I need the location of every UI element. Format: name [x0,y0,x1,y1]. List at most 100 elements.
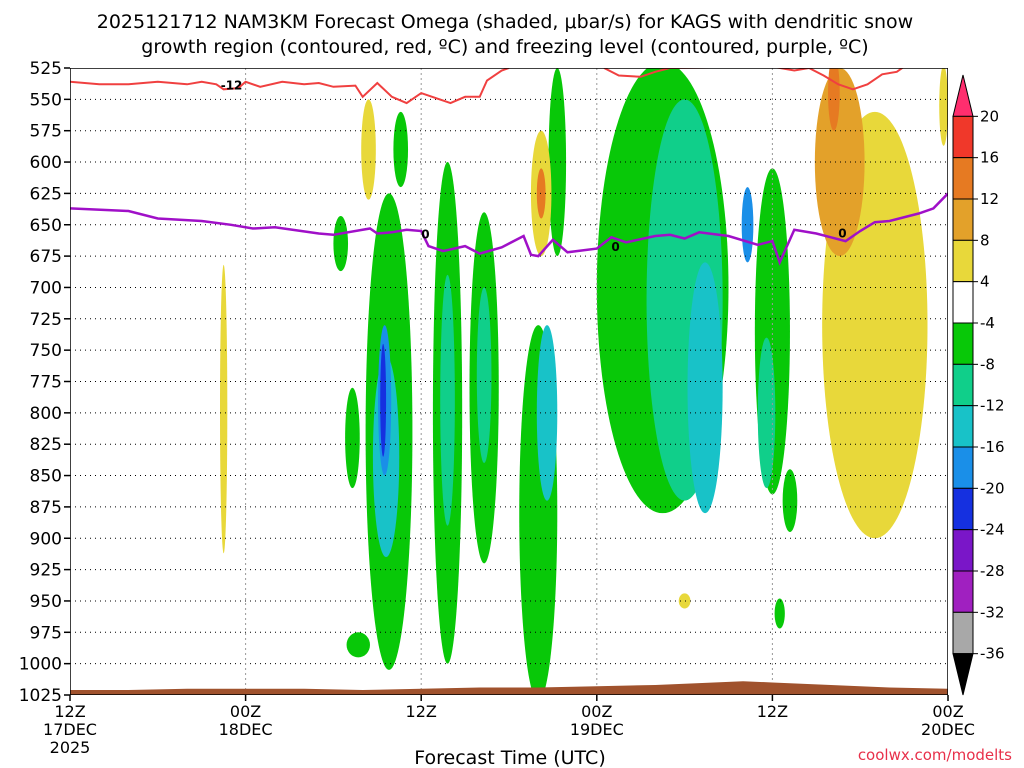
colorbar-label: -16 [980,438,1005,456]
dgz-contour-label: -12 [221,78,243,92]
chart-title-line1: 2025121712 NAM3KM Forecast Omega (shaded… [97,11,913,33]
colorbar-segment [952,198,974,241]
x-tick-label: 20DEC [921,720,975,739]
colorbar-label: -32 [980,603,1005,621]
dgz-contour-line [70,68,510,105]
y-tick-label: 650 [30,216,62,236]
colorbar-label: 12 [980,190,999,208]
y-tick-label: 875 [30,498,62,518]
colorbar-segment [952,405,974,448]
omega-shade-region [774,598,785,629]
colorbar-segment [952,74,974,117]
omega-shade-region [939,68,948,146]
x-tick-label: 12Z [406,702,437,721]
freezing-level-label: 0 [421,228,429,242]
colorbar-label: -20 [980,479,1005,497]
omega-shade-region [678,593,691,609]
colorbar-label: -4 [980,314,995,332]
y-tick-label: 775 [30,373,62,393]
y-tick-label: 600 [30,153,62,173]
colorbar-label: 4 [980,273,990,291]
y-tick-label: 950 [30,592,62,612]
dgz-contour-line-right [603,68,904,91]
x-tick-label: 18DEC [219,720,273,739]
x-tick-label: 12Z [54,702,85,721]
y-tick-label: 625 [30,184,62,204]
y-tick-label: 675 [30,247,62,267]
colorbar-segment [952,281,974,324]
x-tick-label: 00Z [230,702,261,721]
y-tick-label: 700 [30,278,62,298]
y-tick-label: 850 [30,467,62,487]
omega-shade-region [536,168,546,219]
y-tick-label: 925 [30,561,62,581]
freezing-level-label: 0 [611,240,619,254]
y-tick-label: 750 [30,341,62,361]
freezing-level-line [70,192,948,266]
colorbar-label: 8 [980,231,990,249]
colorbar-label: -24 [980,521,1005,539]
colorbar-label: -12 [980,397,1005,415]
colorbar-segment [952,115,974,159]
omega-shade-region [393,111,409,188]
freezing-level-label: 0 [838,226,846,240]
omega-shade-region [687,262,723,514]
y-tick-label: 550 [30,90,62,110]
colorbar-segment [952,570,974,613]
omega-shade-region [757,337,776,489]
colorbar-label: -36 [980,645,1005,663]
omega-shade-region [361,99,376,200]
omega-shade-region [828,68,840,131]
y-tick-label: 975 [30,623,62,643]
omega-shade-region [346,632,370,658]
terrain-fill [70,681,948,695]
x-axis-label: Forecast Time (UTC) [414,747,605,768]
omega-shade-region [333,215,349,272]
omega-shade-region [814,68,865,257]
x-tick-label: 19DEC [570,720,624,739]
omega-shade-region [536,325,558,501]
y-tick-label: 575 [30,122,62,142]
y-tick-label: 825 [30,435,62,455]
colorbar: 20 16 12 8 4 -4 -8 -12 -16 -20 -24 -28 -32 -36 [952,74,1005,696]
y-tick-label: 900 [30,529,62,549]
omega-shading [219,68,948,695]
plot-area: -12 0 0 0 [70,68,948,695]
colorbar-segment [952,487,974,531]
colorbar-label: 20 [980,107,999,125]
y-axis: 525 550 575 600 625 650 675 700 725 750 775 800 825 8… [19,59,70,706]
y-tick-label: 800 [30,404,62,424]
colorbar-segment [952,446,974,489]
y-tick-label: 1025 [19,686,62,706]
credit-text: coolwx.com/modelts [858,746,1012,764]
colorbar-label: -28 [980,562,1005,580]
colorbar-segment [952,653,974,696]
chart-title-line2: growth region (contoured, red, ºC) and f… [141,36,868,58]
omega-shade-region [345,387,360,489]
colorbar-segment [952,239,974,283]
colorbar-label: -8 [980,355,995,373]
x-tick-label: 17DEC [43,720,97,739]
omega-shade-region [476,287,492,464]
x-tick-label: 00Z [581,702,612,721]
y-tick-label: 525 [30,59,62,79]
omega-shade-region [440,274,455,526]
omega-shade-region [219,264,228,554]
colorbar-segment [952,157,974,200]
omega-shade-region [741,187,754,263]
colorbar-segment [952,529,974,572]
x-tick-label: 2025 [50,738,91,757]
omega-shade-region [548,68,567,257]
x-tick-label: 12Z [757,702,788,721]
colorbar-segment [952,322,974,365]
colorbar-segment [952,363,974,407]
omega-shade-region [380,343,387,457]
y-tick-label: 1000 [19,655,62,675]
x-tick-label: 00Z [932,702,963,721]
colorbar-label: 16 [980,149,999,167]
y-tick-label: 725 [30,310,62,330]
colorbar-segment [952,611,974,655]
omega-shade-region [782,469,798,532]
